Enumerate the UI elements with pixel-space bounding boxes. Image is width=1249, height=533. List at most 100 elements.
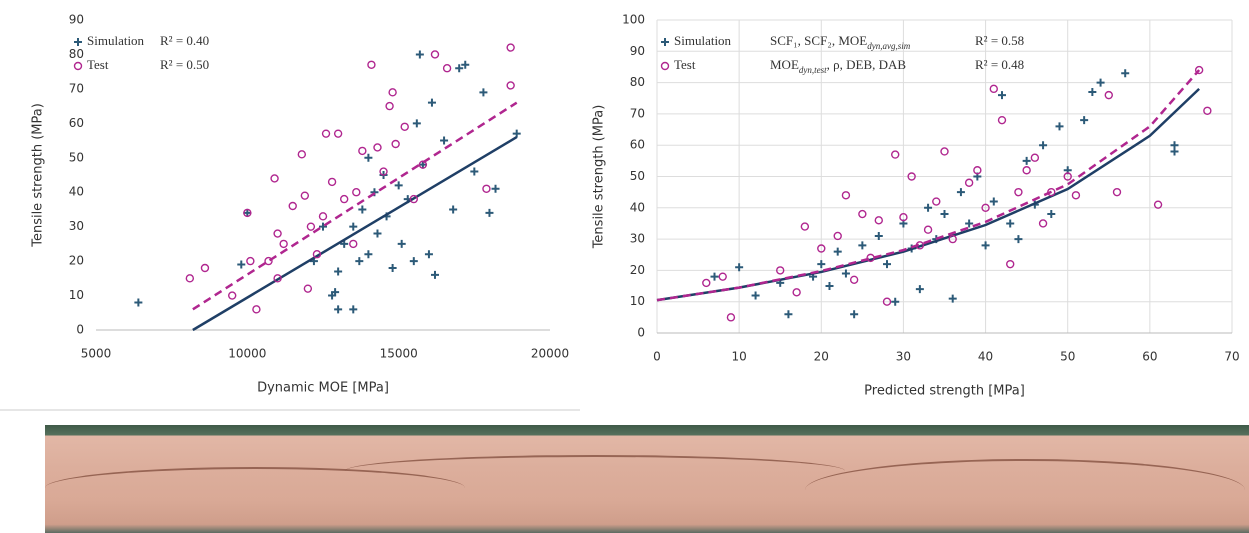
point (319, 222, 327, 231)
point (270, 174, 279, 183)
y-tick-label: 50 (630, 169, 645, 183)
point (306, 222, 316, 231)
y-tick-label: 40 (630, 200, 645, 214)
trend-line (656, 69, 1201, 302)
point (252, 305, 261, 314)
y-tick-label: 10 (69, 288, 84, 302)
y-tick-label: 20 (630, 263, 645, 277)
legend-r2: R² = 0.40 (160, 33, 209, 48)
y-tick-label: 100 (622, 13, 645, 27)
point (940, 147, 949, 156)
point (965, 219, 974, 228)
point (948, 294, 957, 303)
legend-label: Test (87, 57, 109, 72)
point (430, 50, 440, 59)
point (424, 250, 433, 259)
legend-model-part: SCF₁, SCF₂, MOE (770, 33, 867, 48)
point (394, 181, 403, 190)
point (470, 167, 479, 176)
point (883, 260, 891, 269)
point (940, 210, 949, 219)
point (358, 146, 367, 156)
point (442, 64, 452, 73)
point (923, 225, 933, 234)
trend-line (192, 101, 518, 311)
point (327, 177, 337, 187)
point (1014, 187, 1023, 197)
point (243, 208, 252, 218)
point (710, 272, 719, 281)
y-tick-label: 80 (69, 47, 84, 61)
point (397, 239, 406, 248)
x-tick-label: 5000 (81, 347, 112, 361)
point (874, 231, 883, 240)
point (333, 129, 343, 138)
point (841, 191, 851, 200)
point (246, 256, 255, 266)
legend-model-part: dyn,avg,sim (867, 41, 910, 51)
point (891, 150, 900, 159)
point (227, 291, 237, 300)
point (907, 172, 916, 181)
point (388, 264, 397, 272)
point (973, 166, 982, 175)
y-tick-label: 60 (630, 138, 645, 152)
legend-r2: R² = 0.58 (975, 33, 1024, 48)
point (735, 263, 744, 272)
x-tick-label: 0 (653, 350, 661, 364)
point (1006, 219, 1015, 228)
point (367, 60, 376, 69)
point (385, 101, 394, 111)
point (461, 60, 470, 69)
wood-photo (45, 425, 1249, 533)
point (491, 184, 500, 193)
legend-marker (74, 38, 82, 46)
point (318, 212, 328, 221)
point (449, 205, 458, 214)
legend-model: MOEdyn,test, ρ, DEB, DAB (770, 57, 906, 75)
point (989, 84, 998, 94)
y-tick-label: 50 (69, 150, 84, 164)
point (288, 201, 297, 211)
legend-model-part: MOE (770, 57, 799, 72)
point (506, 81, 515, 90)
point (364, 153, 373, 162)
point (273, 274, 282, 283)
point (1104, 90, 1113, 100)
point (1022, 166, 1031, 175)
y-axis-title: Tensile strength (MPa) (592, 105, 607, 250)
x-tick-label: 10000 (228, 347, 266, 361)
point (273, 229, 282, 238)
point (1112, 187, 1122, 197)
point (1014, 235, 1023, 244)
point (1080, 116, 1089, 125)
point (485, 208, 494, 217)
point (1096, 78, 1105, 87)
point (858, 209, 867, 219)
point (948, 234, 957, 244)
x-axis-title: Dynamic MOE [MPa] (257, 381, 389, 396)
point (1063, 172, 1072, 181)
point (751, 291, 760, 300)
point (391, 139, 400, 149)
y-tick-label: 20 (69, 254, 84, 268)
x-tick-label: 30 (896, 350, 911, 364)
point (455, 64, 464, 73)
legend-model: SCF₁, SCF₂, MOEdyn,avg,sim (770, 33, 911, 51)
point (981, 241, 990, 250)
y-tick-label: 90 (69, 13, 84, 27)
y-tick-label: 80 (630, 75, 645, 89)
point (825, 282, 834, 291)
point (997, 115, 1007, 125)
point (784, 310, 793, 319)
point (379, 167, 388, 176)
point (850, 310, 859, 319)
y-tick-label: 70 (630, 106, 645, 120)
point (1203, 106, 1212, 115)
point (352, 188, 361, 197)
point (388, 88, 397, 97)
y-axis-title: Tensile strength (MPa) (31, 103, 46, 248)
x-tick-label: 70 (1224, 350, 1239, 364)
point (1153, 200, 1163, 209)
